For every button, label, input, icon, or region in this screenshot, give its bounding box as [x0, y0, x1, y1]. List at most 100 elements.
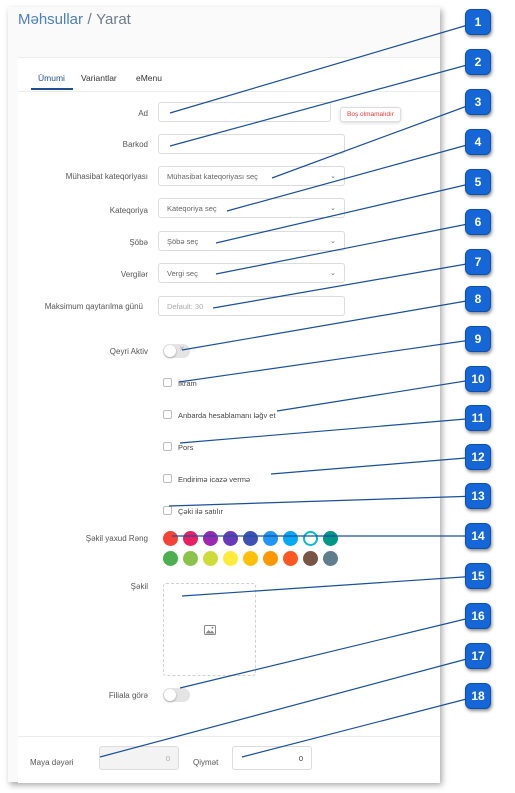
tab-emenu[interactable]: eMenu	[136, 73, 162, 83]
checkbox-portion[interactable]	[163, 442, 172, 451]
color-swatch[interactable]	[183, 531, 198, 546]
price-value: 0	[298, 753, 303, 763]
callout-line	[168, 495, 479, 507]
color-swatch[interactable]	[183, 551, 198, 566]
department-selected: Şöbə seç	[167, 236, 199, 246]
callout-line	[215, 181, 479, 244]
toggle-knob	[164, 345, 176, 357]
callout-line	[212, 261, 479, 309]
callout-line	[215, 221, 479, 275]
checkbox-sold-by-weight-label: Çəki ilə satılır	[178, 507, 224, 516]
taxes-selected: Vergi seç	[167, 268, 198, 278]
callout-line	[226, 141, 479, 212]
by-branch-toggle[interactable]	[163, 688, 190, 702]
checkbox-portion-label: Pors	[178, 443, 194, 452]
color-swatch[interactable]	[163, 531, 178, 546]
callout-badge: 18	[465, 683, 491, 709]
taxes-label: Vergilər	[120, 270, 148, 279]
cost-price-label: Maya dəyəri	[30, 758, 74, 767]
color-swatch[interactable]	[223, 531, 238, 546]
department-label: Şöbə	[129, 238, 148, 247]
color-swatch[interactable]	[203, 551, 218, 566]
image-icon	[203, 624, 216, 635]
callout-line	[181, 298, 479, 351]
taxes-select[interactable]: Vergi seç ⌄	[158, 263, 345, 283]
category-selected: Kateqoriya seç	[167, 203, 217, 213]
color-swatch[interactable]	[243, 531, 258, 546]
toggle-knob	[164, 689, 176, 701]
color-swatch[interactable]	[283, 531, 298, 546]
accounting-category-select[interactable]: Mühasibat kateqoriyası seç ⌄	[158, 166, 345, 186]
price-label: Qiymət	[193, 758, 219, 767]
color-swatch[interactable]	[223, 551, 238, 566]
max-return-days-placeholder: Default: 30	[167, 301, 204, 311]
checkbox-ikram-label: İkram	[178, 379, 197, 388]
inactive-label: Qeyri Aktiv	[109, 347, 148, 356]
tab-variants[interactable]: Variantlar	[81, 73, 117, 83]
callout-line	[179, 615, 479, 689]
callout-badge: 16	[465, 603, 491, 629]
callout-badge: 7	[465, 249, 491, 275]
color-swatch[interactable]	[303, 551, 318, 566]
color-swatch[interactable]	[283, 551, 298, 566]
department-select[interactable]: Şöbə seç ⌄	[158, 231, 345, 251]
tab-general[interactable]: Ümumi	[38, 73, 65, 83]
callout-line	[169, 61, 479, 147]
chevron-down-icon: ⌄	[330, 205, 336, 212]
chevron-down-icon: ⌄	[330, 270, 336, 277]
name-input[interactable]	[158, 102, 331, 122]
breadcrumb-separator: /	[87, 11, 92, 28]
callout-badge: 1	[465, 9, 491, 35]
callout-line	[178, 338, 479, 383]
callout-badge: 2	[465, 49, 491, 75]
color-swatch[interactable]	[263, 551, 278, 566]
color-swatch[interactable]	[323, 551, 338, 566]
callout-line	[99, 655, 479, 758]
checkbox-skip-stock-calc-label: Anbarda hesablamanı ləğv et	[178, 411, 276, 420]
name-error-tooltip: Boş olmamalıdır	[340, 107, 401, 122]
max-return-days-input[interactable]: Default: 30	[158, 296, 345, 316]
breadcrumb-products-link[interactable]: Məhsullar	[18, 11, 84, 28]
barcode-input[interactable]	[158, 134, 345, 154]
callout-line	[270, 456, 479, 475]
breadcrumb-current: Yarat	[96, 11, 131, 28]
callout-badge: 3	[465, 89, 491, 115]
callout-badge: 15	[465, 563, 491, 589]
chevron-down-icon: ⌄	[330, 238, 336, 245]
max-return-days-label: Maksimum qaytarılma günü	[44, 302, 143, 311]
tab-divider	[18, 91, 440, 92]
callout-badge: 11	[465, 405, 491, 431]
color-swatch[interactable]	[243, 551, 258, 566]
color-swatch[interactable]	[163, 551, 178, 566]
checkbox-sold-by-weight[interactable]	[163, 506, 172, 515]
cost-price-value: 0	[165, 753, 170, 763]
category-label: Kateqoriya	[109, 206, 148, 215]
color-swatch[interactable]	[303, 531, 318, 546]
accounting-category-label: Mühasibat kateqoriyası	[65, 172, 148, 181]
checkbox-ikram[interactable]	[163, 378, 172, 387]
image-or-color-label: Şəkil yaxud Rəng	[85, 534, 148, 543]
callout-line	[241, 695, 479, 758]
checkbox-no-discount[interactable]	[163, 474, 172, 483]
callout-badge: 4	[465, 129, 491, 155]
callout-line	[179, 417, 479, 444]
callout-badge: 10	[465, 366, 491, 392]
callout-badge: 8	[465, 286, 491, 312]
name-label: Ad	[138, 109, 148, 118]
color-swatch[interactable]	[263, 531, 278, 546]
callout-badge: 14	[465, 523, 491, 549]
price-input[interactable]: 0	[232, 746, 312, 770]
color-swatch[interactable]	[323, 531, 338, 546]
checkbox-skip-stock-calc[interactable]	[163, 410, 172, 419]
tab-active-indicator	[31, 88, 73, 90]
image-upload-area[interactable]	[163, 583, 256, 676]
callout-badge: 6	[465, 209, 491, 235]
breadcrumb: Məhsullar / Yarat	[18, 11, 131, 29]
callout-badge: 17	[465, 643, 491, 669]
category-select[interactable]: Kateqoriya seç ⌄	[158, 198, 345, 218]
accounting-category-selected: Mühasibat kateqoriyası seç	[167, 171, 258, 181]
color-swatch[interactable]	[203, 531, 218, 546]
callout-badge: 12	[465, 444, 491, 470]
callout-badge: 9	[465, 326, 491, 352]
